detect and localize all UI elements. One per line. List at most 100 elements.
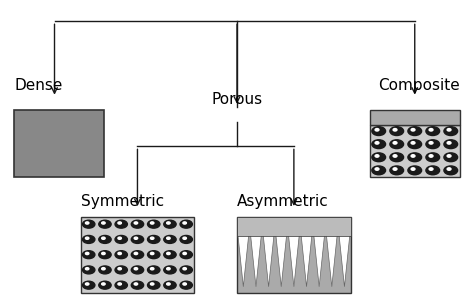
- Circle shape: [390, 153, 403, 162]
- Circle shape: [85, 237, 89, 239]
- Text: Porous: Porous: [211, 92, 263, 107]
- Polygon shape: [238, 235, 249, 287]
- Circle shape: [147, 251, 160, 259]
- Circle shape: [372, 140, 385, 149]
- Circle shape: [390, 140, 403, 149]
- Circle shape: [118, 252, 121, 255]
- Circle shape: [82, 266, 95, 274]
- Circle shape: [115, 251, 128, 259]
- Circle shape: [429, 142, 433, 144]
- Circle shape: [118, 222, 121, 224]
- Circle shape: [102, 267, 105, 270]
- Circle shape: [429, 155, 433, 157]
- Polygon shape: [314, 235, 325, 287]
- Circle shape: [164, 281, 176, 289]
- Circle shape: [150, 222, 154, 224]
- Bar: [14, 110, 104, 177]
- Circle shape: [118, 267, 121, 270]
- Circle shape: [147, 281, 160, 289]
- Circle shape: [426, 166, 439, 175]
- Circle shape: [183, 252, 186, 255]
- Circle shape: [444, 140, 457, 149]
- Circle shape: [408, 153, 421, 162]
- Circle shape: [99, 281, 111, 289]
- Circle shape: [447, 155, 451, 157]
- Circle shape: [426, 127, 439, 135]
- Circle shape: [115, 281, 128, 289]
- Circle shape: [393, 128, 397, 131]
- Circle shape: [131, 281, 144, 289]
- Circle shape: [131, 266, 144, 274]
- Circle shape: [85, 283, 89, 285]
- Circle shape: [444, 166, 457, 175]
- Circle shape: [134, 283, 137, 285]
- Circle shape: [147, 235, 160, 243]
- Circle shape: [447, 128, 451, 131]
- Circle shape: [150, 267, 154, 270]
- Circle shape: [183, 267, 186, 270]
- Polygon shape: [327, 235, 337, 287]
- Circle shape: [85, 222, 89, 224]
- Circle shape: [390, 166, 403, 175]
- Circle shape: [131, 235, 144, 243]
- Polygon shape: [263, 235, 274, 287]
- Circle shape: [167, 252, 170, 255]
- Circle shape: [147, 266, 160, 274]
- Circle shape: [115, 235, 128, 243]
- Circle shape: [372, 166, 385, 175]
- Circle shape: [390, 127, 403, 135]
- Polygon shape: [251, 235, 261, 287]
- Bar: [370, 124, 460, 177]
- Circle shape: [164, 220, 176, 228]
- Circle shape: [85, 252, 89, 255]
- Circle shape: [164, 266, 176, 274]
- Circle shape: [375, 142, 379, 144]
- Text: Asymmetric: Asymmetric: [237, 194, 329, 209]
- Circle shape: [375, 155, 379, 157]
- Circle shape: [99, 220, 111, 228]
- Text: Symmetric: Symmetric: [81, 194, 164, 209]
- Circle shape: [99, 251, 111, 259]
- Circle shape: [372, 153, 385, 162]
- Circle shape: [164, 235, 176, 243]
- Circle shape: [82, 251, 95, 259]
- Circle shape: [134, 237, 137, 239]
- Circle shape: [426, 140, 439, 149]
- Bar: [237, 217, 351, 235]
- Circle shape: [180, 281, 192, 289]
- Circle shape: [447, 168, 451, 170]
- Circle shape: [393, 155, 397, 157]
- Polygon shape: [276, 235, 287, 287]
- Circle shape: [102, 222, 105, 224]
- Circle shape: [411, 142, 415, 144]
- Circle shape: [147, 220, 160, 228]
- Circle shape: [183, 283, 186, 285]
- Circle shape: [183, 222, 186, 224]
- Circle shape: [447, 142, 451, 144]
- Circle shape: [411, 155, 415, 157]
- Circle shape: [167, 283, 170, 285]
- Text: Composite: Composite: [378, 78, 460, 93]
- Circle shape: [134, 222, 137, 224]
- Circle shape: [118, 283, 121, 285]
- Circle shape: [408, 166, 421, 175]
- Polygon shape: [289, 235, 299, 287]
- Circle shape: [131, 220, 144, 228]
- Circle shape: [85, 267, 89, 270]
- Polygon shape: [301, 235, 312, 287]
- Circle shape: [118, 237, 121, 239]
- Bar: [81, 217, 194, 293]
- Text: Dense: Dense: [14, 78, 63, 93]
- Circle shape: [102, 252, 105, 255]
- Circle shape: [375, 128, 379, 131]
- Circle shape: [180, 251, 192, 259]
- Circle shape: [167, 267, 170, 270]
- Circle shape: [180, 266, 192, 274]
- Circle shape: [134, 252, 137, 255]
- Circle shape: [82, 220, 95, 228]
- Circle shape: [411, 128, 415, 131]
- Circle shape: [150, 283, 154, 285]
- Circle shape: [444, 127, 457, 135]
- Circle shape: [167, 237, 170, 239]
- Circle shape: [372, 127, 385, 135]
